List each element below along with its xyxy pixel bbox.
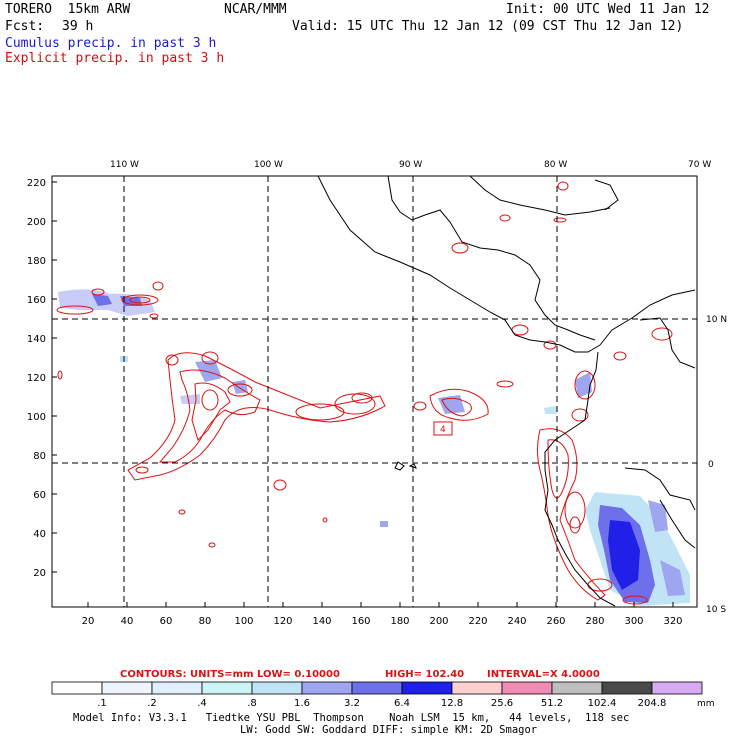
x-tick-label: 60 [160,616,173,627]
cumulus-precip [58,289,690,606]
colorbar-label: 204.8 [638,698,667,709]
max-value-label: 4 [440,425,446,435]
x-tick-label: 180 [390,616,409,627]
max-value-box [433,421,453,436]
valid-time: Valid: 15 UTC Thu 12 Jan 12 (09 CST Thu … [292,19,684,34]
colorbar-swatch [551,681,603,695]
organization: NCAR/MMM [224,2,287,17]
x-tick-label: 200 [429,616,448,627]
x-tick-label: 20 [82,616,95,627]
y-tick-labels: 220 200 180 160 140 120 100 80 60 40 20 [27,178,46,579]
colorbar-swatch [101,681,153,695]
y-tick-label: 20 [33,568,46,579]
y-tick-label: 220 [27,178,46,189]
y-tick-label: 40 [33,529,46,540]
colorbar-swatch [401,681,453,695]
frame-ticks [52,181,674,607]
colorbar-swatch [301,681,353,695]
explicit-precip-contours [56,181,673,605]
x-tick-label: 40 [121,616,134,627]
colorbar-swatch [201,681,253,695]
x-tick-label: 300 [624,616,643,627]
colorbar-label: 25.6 [491,698,513,709]
init-time: Init: 00 UTC Wed 11 Jan 12 [506,2,710,17]
x-tick-label: 240 [507,616,526,627]
y-tick-label: 120 [27,373,46,384]
x-tick-label: 120 [273,616,292,627]
contour-units: CONTOURS: UNITS=mm LOW= 0.10000 [120,669,340,680]
colorbar [51,681,703,695]
colorbar-swatch [251,681,303,695]
contour-interval: INTERVAL=X 4.0000 [487,669,600,680]
x-tick-label: 280 [585,616,604,627]
model-info: Model Info: V3.3.1 Tiedtke YSU PBL Thomp… [73,712,630,724]
colorbar-swatch [501,681,553,695]
forecast-hours: 39 h [62,19,94,34]
lon-label-100w: 100 W [254,160,283,170]
lat-label-10n: 10 N [706,315,727,325]
x-tick-label: 260 [546,616,565,627]
lat-label-10s: 10 S [706,605,726,615]
colorbar-labels: .1 .2 .4 .8 1.6 3.2 6.4 12.8 25.6 51.2 102.4 204.8 [97,698,666,709]
lon-label-70w: 70 W [688,160,711,170]
y-tick-label: 180 [27,256,46,267]
x-tick-label: 100 [234,616,253,627]
y-tick-label: 140 [27,334,46,345]
colorbar-swatch [601,681,653,695]
contour-high: HIGH= 102.40 [385,669,464,680]
graticule [52,176,697,607]
colorbar-label: .8 [247,698,257,709]
y-tick-label: 200 [27,217,46,228]
contour-info: CONTOURS: UNITS=mm LOW= 0.10000 HIGH= 10… [120,669,600,680]
x-tick-label: 220 [468,616,487,627]
colorbar-label: 3.2 [344,698,360,709]
model-title: TORERO 15km ARW [5,2,131,17]
x-tick-label: 80 [199,616,212,627]
colorbar-swatch [51,681,103,695]
colorbar-swatch [351,681,403,695]
x-tick-label: 320 [663,616,682,627]
lon-labels: 110 W 100 W 90 W 80 W 70 W [110,160,711,170]
colorbar-label: 12.8 [441,698,463,709]
colorbar-swatch [651,681,703,695]
lat-label-0: 0 [708,460,714,470]
colorbar-label: 102.4 [588,698,617,709]
colorbar-swatch [151,681,203,695]
y-tick-label: 60 [33,490,46,501]
colorbar-label: .2 [147,698,157,709]
lat-labels: 10 N 0 10 S [706,315,727,615]
cumulus-legend-title: Cumulus precip. in past 3 h [5,36,217,51]
x-tick-label: 160 [351,616,370,627]
colorbar-swatch [451,681,503,695]
x-tick-labels: 20 40 60 80 100 120 140 160 180 200 220 … [82,616,683,627]
colorbar-units: mm [697,699,715,709]
lon-label-90w: 90 W [399,160,422,170]
colorbar-label: 1.6 [294,698,310,709]
colorbar-label: 51.2 [541,698,563,709]
coastlines [317,175,696,607]
colorbar-label: .1 [97,698,107,709]
map-frame [51,175,698,608]
y-tick-label: 80 [33,451,46,462]
forecast-label: Fcst: [5,19,45,34]
colorbar-label: 6.4 [394,698,410,709]
y-tick-label: 160 [27,295,46,306]
lon-label-110w: 110 W [110,160,139,170]
lon-label-80w: 80 W [544,160,567,170]
y-tick-label: 100 [27,412,46,423]
physics-info: LW: Godd SW: Goddard DIFF: simple KM: 2D… [240,724,538,736]
x-tick-label: 140 [312,616,331,627]
explicit-legend-title: Explicit precip. in past 3 h [5,51,225,66]
colorbar-label: .4 [197,698,207,709]
